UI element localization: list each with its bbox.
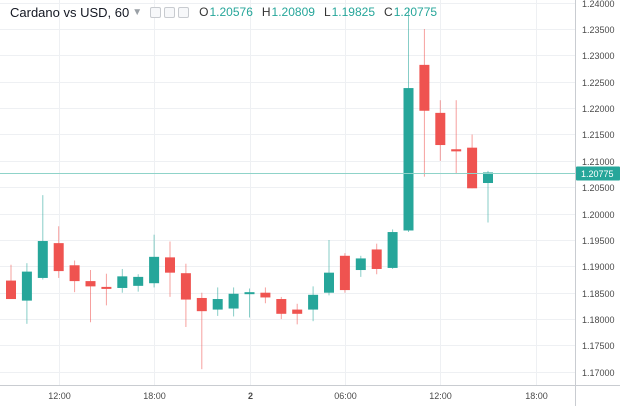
high-value: 1.20809 bbox=[271, 5, 315, 19]
y-tick-label: 1.24000 bbox=[582, 0, 615, 9]
y-tick-label: 1.21500 bbox=[582, 130, 615, 140]
candle-up bbox=[324, 272, 334, 293]
high-key: H bbox=[261, 5, 271, 19]
candle-down bbox=[101, 286, 112, 289]
candle-down bbox=[435, 112, 446, 146]
open-value: 1.20576 bbox=[209, 5, 253, 19]
candle-up bbox=[133, 276, 144, 286]
candle-down bbox=[451, 149, 462, 152]
candle-down bbox=[276, 299, 287, 314]
y-tick-label: 1.23500 bbox=[582, 25, 615, 35]
y-tick-label: 1.18500 bbox=[582, 289, 615, 299]
x-tick-label: 18:00 bbox=[525, 391, 548, 401]
candle-down bbox=[371, 249, 382, 269]
y-tick-label: 1.21000 bbox=[582, 157, 615, 167]
candle-down bbox=[165, 257, 175, 273]
candle-down bbox=[69, 265, 80, 282]
candle-up bbox=[21, 271, 32, 301]
candle-up bbox=[403, 88, 414, 231]
y-tick-label: 1.22000 bbox=[582, 104, 615, 114]
candle-down bbox=[180, 273, 191, 300]
candle-down bbox=[196, 297, 207, 312]
x-tick-label: 18:00 bbox=[143, 391, 166, 401]
y-tick-label: 1.17000 bbox=[582, 368, 615, 378]
candle-down bbox=[6, 280, 16, 300]
close-key: C bbox=[384, 5, 393, 19]
candle-up bbox=[308, 294, 319, 310]
x-tick-label: 2 bbox=[248, 391, 253, 401]
y-tick-label: 1.17500 bbox=[582, 341, 615, 351]
x-tick-label: 12:00 bbox=[48, 391, 71, 401]
candle-up bbox=[37, 241, 48, 278]
candle-down bbox=[339, 255, 350, 291]
candle-down bbox=[260, 292, 271, 298]
y-tick-label: 1.20000 bbox=[582, 210, 615, 220]
settings-box-icon[interactable] bbox=[164, 6, 176, 18]
candle-down bbox=[419, 64, 430, 111]
candle-up bbox=[149, 256, 160, 284]
settings-box-icon[interactable] bbox=[178, 6, 190, 18]
candle-up bbox=[244, 292, 255, 295]
low-key: L bbox=[323, 5, 331, 19]
candle-down bbox=[53, 243, 64, 272]
symbol-title[interactable]: Cardano vs USD, 60 bbox=[10, 4, 130, 20]
y-tick-label: 1.19500 bbox=[582, 236, 615, 246]
y-tick-label: 1.20500 bbox=[582, 183, 615, 193]
candle-down bbox=[467, 147, 478, 189]
candle-down bbox=[292, 309, 303, 314]
candle-up bbox=[387, 232, 398, 268]
low-value: 1.19825 bbox=[331, 5, 376, 19]
y-tick-label: 1.23000 bbox=[582, 51, 615, 61]
settings-box-icon[interactable] bbox=[150, 6, 162, 18]
x-tick-label: 12:00 bbox=[429, 391, 452, 401]
candle-up bbox=[483, 172, 493, 184]
y-tick-label: 1.22500 bbox=[582, 78, 615, 88]
candle-up bbox=[117, 276, 128, 288]
last-price-badge bbox=[576, 166, 620, 181]
open-key: O bbox=[199, 5, 209, 19]
candle-up bbox=[228, 293, 239, 309]
candle-up bbox=[355, 258, 366, 271]
chart-header: Cardano vs USD, 60 ▼ O 1.20576 H 1.20809… bbox=[10, 3, 446, 21]
y-tick-label: 1.18000 bbox=[582, 315, 615, 325]
chevron-down-icon[interactable]: ▼ bbox=[132, 6, 143, 18]
close-value: 1.20775 bbox=[393, 5, 438, 19]
candle-down bbox=[85, 281, 96, 287]
candle-up bbox=[212, 299, 223, 310]
last-price-label: 1.20775 bbox=[581, 169, 614, 179]
y-tick-label: 1.19000 bbox=[582, 262, 615, 272]
x-tick-label: 06:00 bbox=[334, 391, 357, 401]
